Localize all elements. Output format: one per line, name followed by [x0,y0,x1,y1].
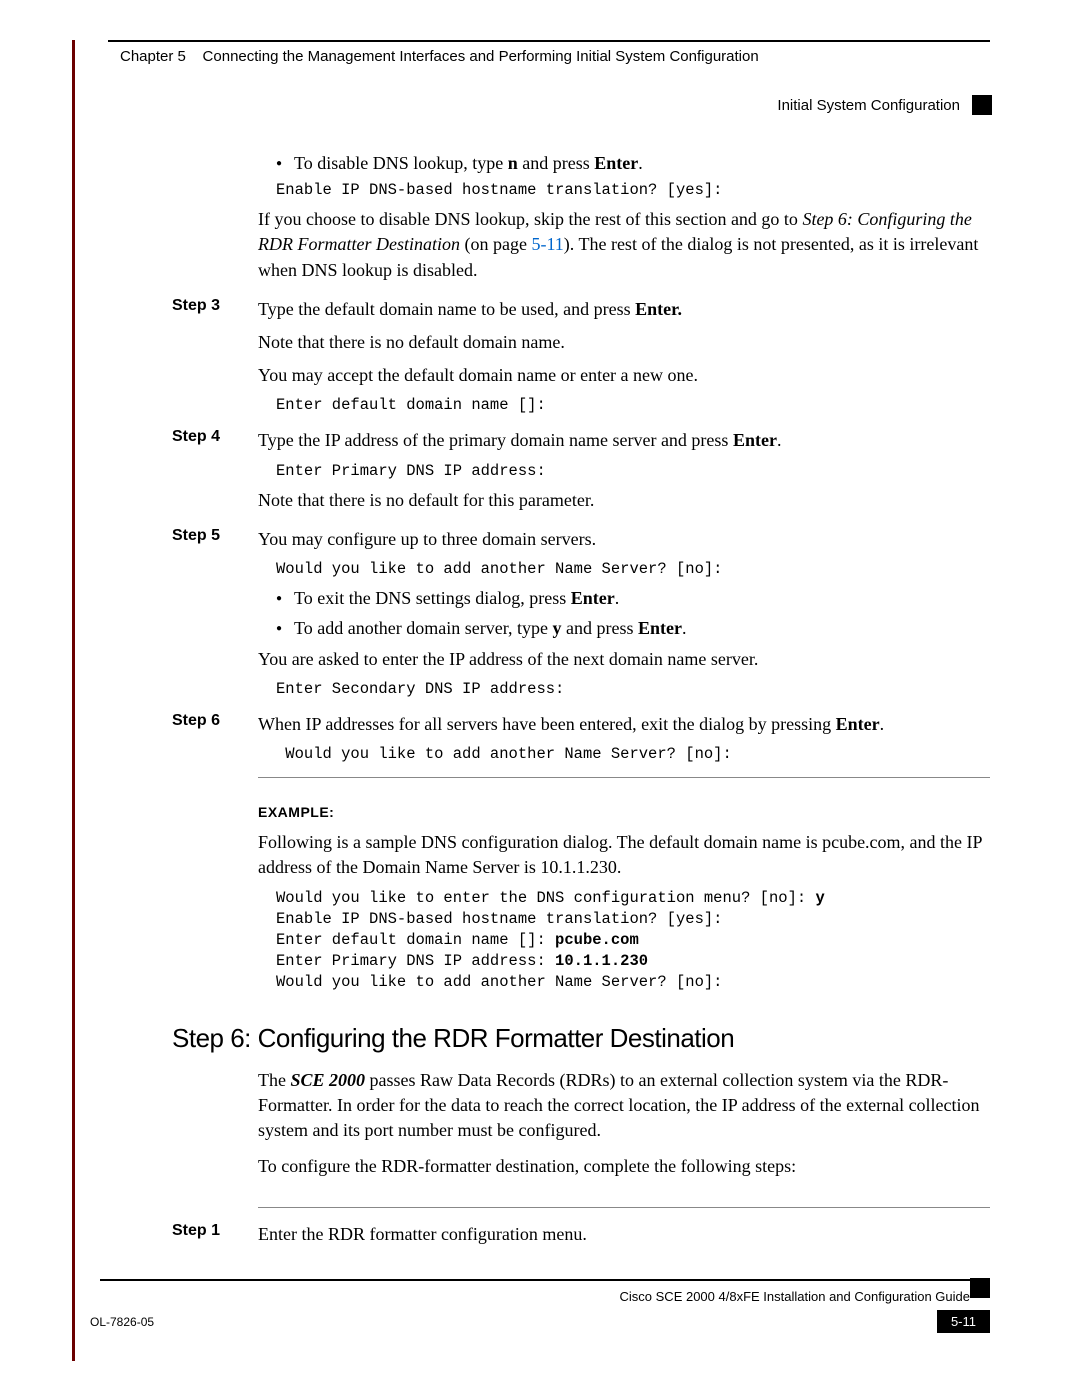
step-3: Step 3 Type the default domain name to b… [172,297,990,322]
bullet-icon: ● [276,623,282,640]
page-header: Chapter 5 Connecting the Management Inte… [90,40,990,115]
step-6-text: When IP addresses for all servers have b… [258,712,990,737]
step-5-p1: You are asked to enter the IP address of… [258,647,990,672]
header-marker-box [972,95,992,115]
bullet-icon: ● [276,158,282,175]
step-5-label: Step 5 [172,527,258,552]
bullet-icon: ● [276,593,282,610]
step-5-text: You may configure up to three domain ser… [258,527,990,552]
page-footer: Cisco SCE 2000 4/8xFE Installation and C… [90,1279,990,1333]
step-5-code-1: Would you like to add another Name Serve… [276,560,990,578]
step-4: Step 4 Type the IP address of the primar… [172,428,990,453]
section-title: Initial System Configuration [777,97,960,114]
step-5-bullet-1: ● To exit the DNS settings dialog, press… [276,586,990,610]
example-code: Would you like to enter the DNS configur… [276,888,990,993]
intro-para-1: If you choose to disable DNS lookup, ski… [258,207,990,283]
step-5-bullet-2: ● To add another domain server, type y a… [276,616,990,640]
doc-id: OL-7826-05 [90,1315,154,1329]
footer-guide-title: Cisco SCE 2000 4/8xFE Installation and C… [90,1281,970,1304]
step-3-p1: Note that there is no default domain nam… [258,330,990,355]
main-content: ● To disable DNS lookup, type n and pres… [172,151,990,1247]
divider-1 [258,777,990,778]
left-margin-bar [72,40,75,1361]
step-3-label: Step 3 [172,297,258,322]
step-6-label: Step 6 [172,712,258,737]
rdr-p1: The SCE 2000 passes Raw Data Records (RD… [258,1068,990,1144]
page-link[interactable]: 5-11 [531,234,563,254]
rdr-step-1-label: Step 1 [172,1222,258,1247]
heading-step6: Step 6: Configuring the RDR Formatter De… [172,1023,990,1054]
example-label: EXAMPLE: [258,804,990,820]
chapter-prefix: Chapter 5 [120,48,186,65]
rdr-step-1: Step 1 Enter the RDR formatter configura… [172,1222,990,1247]
footer-marker-box [970,1278,990,1298]
step-4-p1: Note that there is no default for this p… [258,488,990,513]
step-5-code-2: Enter Secondary DNS IP address: [276,680,990,698]
step-3-code: Enter default domain name []: [276,396,990,414]
intro-bullet-1: ● To disable DNS lookup, type n and pres… [276,151,990,175]
intro-code-1: Enable IP DNS-based hostname translation… [276,181,990,199]
rdr-p2: To configure the RDR-formatter destinati… [258,1154,990,1179]
divider-2 [258,1207,990,1208]
example-para: Following is a sample DNS configuration … [258,830,990,880]
step-6: Step 6 When IP addresses for all servers… [172,712,990,737]
step-3-text: Type the default domain name to be used,… [258,297,990,322]
step-6-code: Would you like to add another Name Serve… [276,745,990,763]
step-3-p2: You may accept the default domain name o… [258,363,990,388]
step-4-text: Type the IP address of the primary domai… [258,428,990,453]
step-4-label: Step 4 [172,428,258,453]
page-number: 5-11 [937,1310,990,1333]
step-4-code: Enter Primary DNS IP address: [276,462,990,480]
step-5: Step 5 You may configure up to three dom… [172,527,990,552]
rdr-step-1-text: Enter the RDR formatter configuration me… [258,1222,990,1247]
chapter-title: Connecting the Management Interfaces and… [203,48,759,65]
